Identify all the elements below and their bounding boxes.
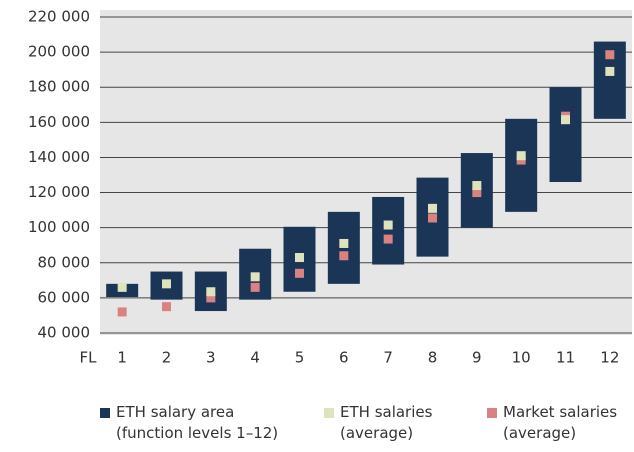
marker (117, 282, 127, 292)
y-tick-label: 140 000 (28, 148, 90, 166)
marker (428, 213, 437, 223)
y-tick-label: 80 000 (38, 253, 91, 271)
legend-item: Market salaries (average) (487, 402, 617, 444)
marker (383, 234, 393, 244)
legend-label: ETH salaries (average) (340, 403, 433, 442)
y-tick-label: 100 000 (28, 218, 90, 236)
x-tick-label: 12 (600, 349, 619, 367)
x-tick-label: 6 (339, 349, 349, 367)
marker (339, 238, 349, 248)
x-axis-label: FL (80, 349, 98, 367)
y-tick-label: 200 000 (28, 43, 90, 61)
legend-label: Market salaries (average) (503, 403, 618, 442)
x-tick-label: 11 (556, 349, 575, 367)
range-bar (505, 118, 538, 212)
y-tick-label: 40 000 (38, 324, 91, 342)
y-tick-label: 220 000 (28, 8, 90, 26)
marker (117, 307, 127, 317)
marker (516, 151, 526, 161)
x-tick-label: 7 (383, 349, 393, 367)
x-tick-label: 9 (472, 349, 482, 367)
x-tick-label: 2 (162, 349, 172, 367)
marker (295, 268, 304, 278)
marker (162, 279, 171, 289)
legend-item: ETH salary area (function levels 1–12) (100, 402, 278, 444)
x-tick-label: 4 (250, 349, 260, 367)
marker (250, 282, 260, 292)
marker (472, 188, 482, 198)
legend-swatch (487, 408, 497, 418)
marker (162, 302, 171, 312)
marker (206, 293, 216, 303)
x-tick-label: 5 (295, 349, 305, 367)
y-tick-label: 180 000 (28, 78, 90, 96)
y-tick-label: 120 000 (28, 183, 90, 201)
marker (383, 220, 393, 230)
legend-swatch (324, 408, 334, 418)
marker (605, 66, 615, 76)
marker (472, 181, 482, 191)
marker (428, 203, 437, 213)
x-tick-label: 10 (512, 349, 531, 367)
x-tick-label: 8 (428, 349, 438, 367)
x-tick-label: 1 (117, 349, 127, 367)
range-bar (549, 87, 582, 183)
y-tick-label: 160 000 (28, 113, 90, 131)
marker (295, 253, 304, 263)
chart: 40 000 60 000 80 000 100 000 120 000 140 000 1… (28, 8, 632, 367)
marker (250, 272, 260, 282)
marker (605, 50, 615, 60)
x-tick-label: 3 (206, 349, 216, 367)
legend-swatch (100, 408, 110, 418)
marker (206, 287, 216, 297)
y-tick-label: 60 000 (38, 288, 91, 306)
plot-area (100, 10, 632, 335)
marker (561, 115, 570, 125)
marker (339, 251, 349, 261)
legend-label: ETH salary area (function levels 1–12) (116, 403, 279, 442)
range-bar (372, 196, 405, 265)
legend-item: ETH salaries (average) (324, 402, 432, 444)
